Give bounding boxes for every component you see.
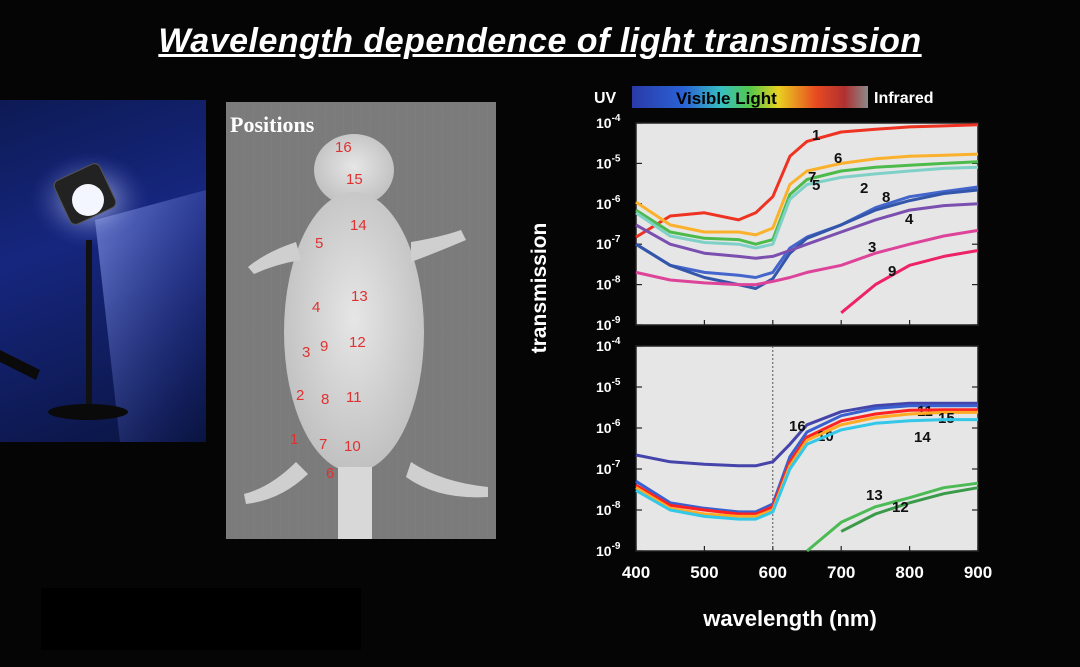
series-line-4 bbox=[635, 202, 979, 260]
series-label: 12 bbox=[892, 499, 909, 516]
series-line-9 bbox=[840, 249, 979, 314]
blank-black-box bbox=[41, 588, 361, 650]
series-line-13 bbox=[806, 481, 979, 553]
position-label: 10 bbox=[344, 438, 361, 455]
y-tick-label: 10-6 bbox=[596, 194, 621, 212]
y-tick-label: 10-9 bbox=[596, 315, 621, 333]
plot-area bbox=[635, 345, 979, 552]
position-label: 13 bbox=[351, 288, 368, 305]
x-tick-label: 400 bbox=[622, 563, 650, 582]
series-label: 13 bbox=[866, 487, 883, 504]
position-label: 14 bbox=[350, 217, 367, 234]
series-line-15 bbox=[635, 410, 978, 518]
light-beam bbox=[95, 190, 206, 442]
spotlight-icon bbox=[0, 163, 128, 420]
position-label: 16 bbox=[335, 139, 352, 156]
series-label: 2 bbox=[860, 180, 868, 197]
y-axis-label: transmission bbox=[528, 223, 551, 354]
y-tick-label: 10-9 bbox=[596, 541, 621, 559]
position-label: 2 bbox=[296, 387, 304, 404]
y-tick-label: 10-7 bbox=[596, 234, 621, 252]
x-axis-label: wavelength (nm) bbox=[702, 606, 877, 631]
series-label: 1 bbox=[812, 127, 820, 144]
y-tick-label: 10-8 bbox=[596, 500, 621, 518]
series-label: 7 bbox=[808, 169, 816, 186]
series-line-14 bbox=[635, 418, 978, 521]
visible-light-label: Visible Light bbox=[676, 89, 777, 108]
position-label: 7 bbox=[319, 436, 327, 453]
series-label: 8 bbox=[882, 189, 890, 206]
series-line-2 bbox=[635, 185, 979, 279]
series-label: 16 bbox=[789, 418, 806, 435]
page-title: Wavelength dependence of light transmiss… bbox=[158, 22, 922, 60]
series-line-10 bbox=[635, 408, 978, 516]
series-line-3 bbox=[635, 228, 979, 287]
position-label: 5 bbox=[315, 235, 323, 252]
position-label: 4 bbox=[312, 299, 320, 316]
series-line-7 bbox=[635, 160, 979, 246]
y-tick-label: 10-6 bbox=[596, 418, 621, 436]
position-label: 1 bbox=[290, 431, 298, 448]
y-tick-label: 10-5 bbox=[596, 377, 621, 395]
x-tick-label: 500 bbox=[690, 563, 718, 582]
series-line-12 bbox=[840, 486, 979, 533]
mouse-xray-image: Positions 16 15 14 5 13 4 12 3 9 2 8 11 … bbox=[226, 102, 496, 539]
series-label: 4 bbox=[905, 211, 914, 228]
series-line-6 bbox=[635, 152, 979, 237]
x-tick-label: 700 bbox=[827, 563, 855, 582]
top-chart: 10-4 10-5 10-6 10-7 10-8 10-9 16 75 284 39 bbox=[596, 113, 979, 333]
y-tick-label: 10-4 bbox=[596, 113, 621, 131]
series-line-16 bbox=[635, 401, 978, 468]
position-labels: 16 15 14 5 13 4 12 3 9 2 8 11 1 7 10 6 bbox=[290, 139, 368, 482]
plot-area bbox=[635, 122, 979, 326]
series-label: 3 bbox=[868, 239, 876, 256]
position-label: 6 bbox=[326, 465, 334, 482]
infrared-label: Infrared bbox=[874, 90, 934, 107]
series-line-5 bbox=[635, 165, 979, 250]
x-tick-label: 800 bbox=[895, 563, 923, 582]
series-line-8 bbox=[635, 188, 979, 290]
series-label: 9 bbox=[888, 263, 896, 280]
y-tick-label: 10-8 bbox=[596, 275, 621, 293]
x-tick-label: 900 bbox=[964, 563, 992, 582]
position-label: 3 bbox=[302, 344, 310, 361]
spectrum-bar: UV Visible Light Infrared bbox=[594, 86, 934, 108]
y-tick-label: 10-4 bbox=[596, 336, 621, 354]
position-label: 11 bbox=[346, 389, 362, 406]
uv-label: UV bbox=[594, 90, 617, 107]
position-label: 9 bbox=[320, 338, 328, 355]
series-label: 6 bbox=[834, 150, 842, 167]
lamp-illustration bbox=[0, 100, 206, 442]
positions-title: Positions bbox=[230, 112, 315, 137]
series-line-11 bbox=[635, 404, 978, 514]
y-tick-label: 10-7 bbox=[596, 459, 621, 477]
position-label: 12 bbox=[349, 334, 366, 351]
series-label: 5 bbox=[812, 177, 820, 194]
series-line-1 bbox=[635, 123, 979, 239]
series-label: 14 bbox=[914, 429, 931, 446]
y-tick-label: 10-5 bbox=[596, 153, 621, 171]
position-label: 8 bbox=[321, 391, 329, 408]
mouse-silhouette bbox=[244, 134, 488, 539]
position-label: 15 bbox=[346, 171, 363, 188]
x-tick-label: 600 bbox=[759, 563, 787, 582]
spectrum-gradient bbox=[632, 86, 868, 108]
